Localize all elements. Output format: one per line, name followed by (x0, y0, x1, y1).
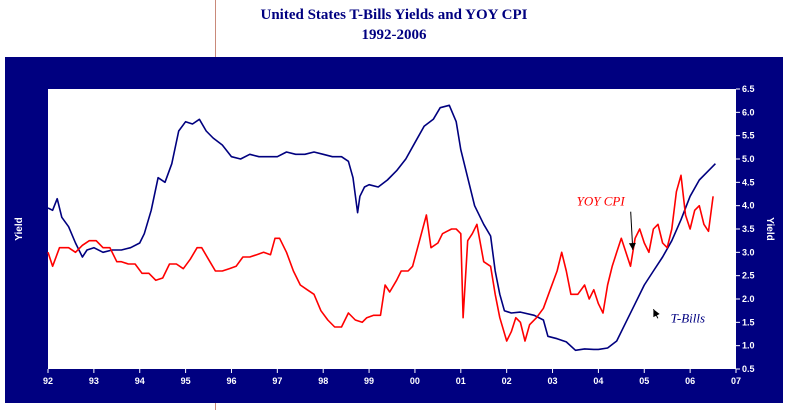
x-tick-label: 97 (272, 376, 282, 386)
x-tick-label: 93 (89, 376, 99, 386)
y-tick-label: 3.0 (742, 247, 755, 257)
series-layer (47, 104, 716, 352)
y-tick-label: 1.5 (742, 317, 755, 327)
annotations-layer: YOY CPI T-Bills (577, 194, 705, 326)
y-tick-label: 3.5 (742, 224, 755, 234)
x-tick-label: 07 (731, 376, 741, 386)
x-tick-label: 00 (410, 376, 420, 386)
series-line-t-bills (47, 104, 716, 352)
x-tick-label: 95 (181, 376, 191, 386)
divider-line-top (215, 0, 216, 57)
y-tick-label: 2.5 (742, 271, 755, 281)
y-axis-label-right: Yield (764, 217, 775, 241)
x-tick-label: 02 (502, 376, 512, 386)
y-tick-label: 6.5 (742, 84, 755, 94)
x-tick-label: 05 (639, 376, 649, 386)
chart-title: United States T-Bills Yields and YOY CPI (260, 7, 528, 23)
y-tick-label: 0.5 (742, 364, 755, 374)
y-tick-label: 5.5 (742, 131, 755, 141)
x-tick-label: 04 (593, 376, 603, 386)
chart-svg: 92 93 94 95 96 97 98 99 00 01 02 03 04 05 06 070.5 1.0 1.… (14, 84, 775, 386)
x-tick-label: 98 (318, 376, 328, 386)
y-tick-label: 2.0 (742, 294, 755, 304)
axes: 92 93 94 95 96 97 98 99 00 01 02 03 04 05 06 070.5 1.0 1.… (43, 84, 755, 386)
divider-line-bottom (215, 403, 216, 410)
y-tick-label: 4.5 (742, 177, 755, 187)
chart-subtitle: 1992-2006 (361, 27, 427, 43)
annotation-arrow-head (628, 242, 636, 250)
chart-title-block: United States T-Bills Yields and YOY CPI… (0, 5, 788, 45)
series-line-yoy-cpi (47, 174, 714, 342)
x-tick-label: 94 (135, 376, 145, 386)
annotation-arrow-head (653, 309, 660, 318)
y-tick-label: 1.0 (742, 341, 755, 351)
y-tick-label: 5.0 (742, 154, 755, 164)
x-tick-label: 96 (226, 376, 236, 386)
annotation-label: YOY CPI (577, 194, 626, 209)
y-tick-label: 4.0 (742, 201, 755, 211)
chart-frame: 92 93 94 95 96 97 98 99 00 01 02 03 04 05 06 07 0.5 1.0 1.… (5, 57, 783, 403)
y-tick-label: 6.0 (742, 107, 755, 117)
y-axis-label-left: Yield (14, 217, 25, 241)
plot-area (48, 89, 736, 369)
x-tick-label: 03 (548, 376, 558, 386)
x-tick-label: 92 (43, 376, 53, 386)
annotation-label: T-Bills (671, 310, 705, 325)
x-tick-label: 06 (685, 376, 695, 386)
x-tick-label: 99 (364, 376, 374, 386)
x-tick-label: 01 (456, 376, 466, 386)
